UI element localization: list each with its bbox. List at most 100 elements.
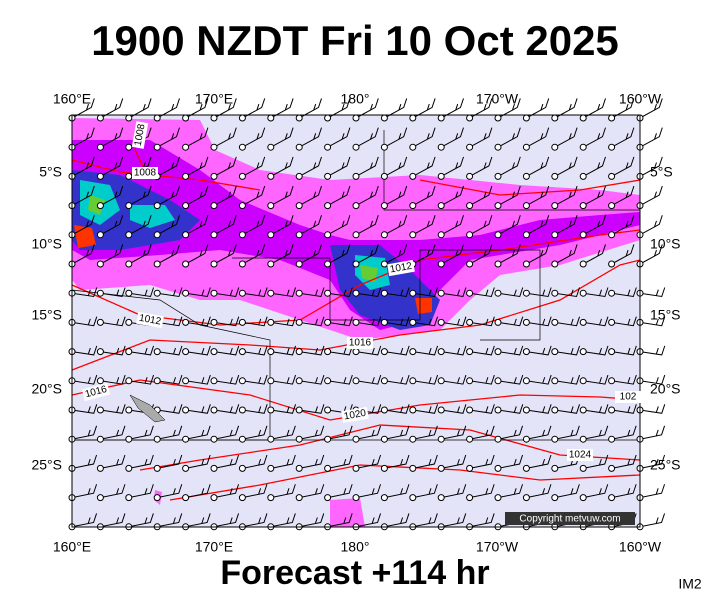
- wind-barb: [384, 215, 408, 236]
- wind-barb: [469, 185, 493, 207]
- wind-station: [608, 260, 616, 268]
- wind-station: [466, 406, 474, 414]
- wind-barb: [611, 244, 635, 265]
- wind-barb: [327, 127, 351, 148]
- wind-barb: [441, 374, 467, 385]
- wind-station: [125, 172, 133, 180]
- wind-station: [380, 114, 388, 122]
- wind-station: [295, 143, 303, 151]
- wind-station: [267, 202, 275, 210]
- wind-barb: [298, 127, 322, 148]
- wind-station: [267, 260, 275, 268]
- wind-barb: [213, 98, 237, 119]
- wind-station: [153, 435, 161, 443]
- wind-station: [352, 289, 360, 297]
- wind-barb: [185, 484, 211, 499]
- wind-barb: [270, 345, 297, 356]
- wind-station: [494, 406, 502, 414]
- wind-barb: [100, 404, 126, 414]
- wind-station: [182, 377, 190, 385]
- wind-barb: [242, 156, 266, 177]
- wind-station: [295, 377, 303, 385]
- wind-barb: [412, 454, 438, 469]
- left-label: 5°S: [39, 164, 62, 180]
- wind-station: [125, 202, 133, 210]
- wind-station: [267, 348, 275, 356]
- wind-barb: [384, 484, 410, 499]
- wind-station: [409, 494, 417, 502]
- wind-barb: [554, 484, 580, 499]
- wind-station: [551, 114, 559, 122]
- wind-barb: [583, 425, 609, 440]
- wind-barb: [327, 244, 351, 265]
- wind-station: [153, 260, 161, 268]
- wind-station: [324, 494, 332, 502]
- isobar-label-box: [341, 406, 369, 424]
- wind-station: [437, 494, 445, 502]
- wind-barb: [384, 425, 410, 440]
- wind-station: [182, 435, 190, 443]
- wind-barb: [185, 244, 209, 265]
- wind-barb: [100, 454, 126, 469]
- wind-station: [125, 435, 133, 443]
- wind-station: [210, 494, 218, 502]
- wind-barb: [639, 127, 663, 148]
- wind-barb: [554, 316, 581, 327]
- wind-barb: [213, 513, 240, 528]
- wind-station: [522, 348, 530, 356]
- wind-barb: [128, 345, 155, 356]
- isobar-label-box: [131, 121, 149, 149]
- wind-barb: [554, 156, 578, 177]
- wind-barb: [157, 425, 183, 440]
- wind-barb: [440, 156, 464, 177]
- wind-station: [125, 464, 133, 472]
- wind-barb: [157, 287, 183, 298]
- wind-barb: [441, 345, 467, 356]
- wind-station: [182, 348, 190, 356]
- isobar-label-text: 1008: [133, 123, 148, 147]
- wind-barb: [412, 513, 438, 528]
- wind-station: [352, 464, 360, 472]
- wind-barb: [554, 215, 578, 236]
- wind-barb: [440, 98, 464, 119]
- wind-station: [522, 143, 530, 151]
- wind-station: [579, 494, 587, 502]
- isobar-label: 1008: [131, 121, 149, 149]
- wind-barb: [469, 244, 493, 265]
- wind-station: [182, 231, 190, 239]
- wind-station: [324, 377, 332, 385]
- isobar-label-text: 1012: [138, 313, 162, 328]
- wind-barb: [583, 454, 609, 469]
- wind-barb: [469, 345, 495, 356]
- wind-station: [437, 172, 445, 180]
- wind-barb: [71, 316, 98, 327]
- wind-station: [608, 494, 616, 502]
- wind-barb: [71, 244, 95, 265]
- wind-barb: [526, 156, 550, 177]
- wind-barb: [554, 185, 578, 207]
- wind-barb: [583, 287, 609, 298]
- wind-station: [182, 260, 190, 268]
- wind-barb: [497, 127, 521, 148]
- wind-barb: [299, 404, 325, 414]
- wind-station: [409, 172, 417, 180]
- wind-barb: [526, 316, 552, 327]
- wind-barb: [327, 156, 351, 177]
- wind-barb: [242, 374, 268, 385]
- wind-station: [238, 348, 246, 356]
- wind-barb: [355, 316, 382, 327]
- wind-barb: [157, 404, 183, 414]
- wind-station: [238, 202, 246, 210]
- copyright: Copyright metvuw.com: [519, 514, 620, 525]
- isobar-label: 1012: [387, 259, 415, 277]
- wind-barb: [100, 127, 124, 148]
- wind-barb: [213, 127, 237, 148]
- wind-barb: [469, 404, 495, 414]
- wind-barb: [242, 345, 268, 356]
- wind-station: [437, 289, 445, 297]
- wind-barb: [270, 513, 296, 528]
- wind-station: [437, 231, 445, 239]
- wind-station: [380, 406, 388, 414]
- wind-barb: [157, 484, 183, 499]
